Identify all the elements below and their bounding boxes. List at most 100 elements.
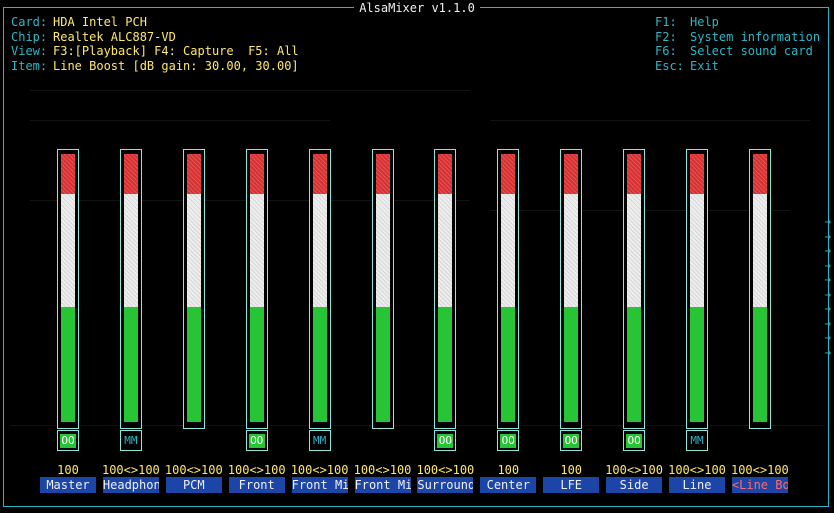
mute-switch[interactable]: OO — [623, 430, 646, 451]
channel-name[interactable]: PCM — [165, 477, 222, 493]
mute-switch[interactable]: MM — [686, 430, 708, 451]
mute-switch-state: MM — [690, 434, 704, 447]
level-white-segment — [375, 194, 390, 307]
volume-slider[interactable] — [434, 149, 457, 429]
volume-value: 100<>100 — [605, 463, 663, 477]
scroll-arrows[interactable]: → → → → → → → → → → — [824, 215, 831, 359]
level-white-segment — [501, 194, 516, 307]
mute-switch-state: OO — [563, 434, 580, 448]
volume-slider[interactable] — [182, 149, 205, 429]
channel-name[interactable]: Front Mi — [354, 477, 411, 493]
volume-slider[interactable] — [497, 149, 520, 429]
level-white-segment — [690, 194, 704, 307]
level-red-segment — [249, 154, 264, 194]
level-red-segment — [61, 154, 75, 194]
card-key: Card: — [11, 15, 48, 29]
level-green-segment — [752, 307, 767, 422]
view-value[interactable]: F3:[Playback] F4: Capture F5: All — [53, 44, 299, 58]
level-red-segment — [690, 154, 704, 194]
level-white-segment — [123, 194, 138, 307]
card-value: HDA Intel PCH — [53, 15, 147, 29]
item-key: Item: — [11, 58, 48, 73]
level-red-segment — [627, 154, 642, 194]
volume-slider[interactable] — [245, 149, 268, 429]
channel-strip[interactable]: MM — [119, 149, 142, 451]
volume-slider[interactable] — [686, 149, 708, 429]
mute-switch-state: OO — [60, 434, 76, 448]
channel-name[interactable]: Front Mi — [291, 477, 348, 493]
level-white-segment — [312, 194, 327, 307]
select-card-action[interactable]: Select sound card — [690, 44, 813, 58]
channel-strip[interactable]: OO — [57, 149, 79, 451]
mute-switch[interactable]: OO — [57, 430, 79, 451]
channel-name[interactable]: Front — [228, 477, 285, 493]
channel-strip[interactable]: OO — [434, 149, 457, 451]
channel-name[interactable]: LFE — [543, 477, 600, 493]
level-white-segment — [61, 194, 75, 307]
level-white-segment — [564, 194, 579, 307]
volume-level — [186, 154, 201, 422]
level-red-segment — [501, 154, 516, 194]
view-key: View: — [11, 44, 48, 58]
mute-switch[interactable]: OO — [560, 430, 583, 451]
channel-name[interactable]: Center — [480, 477, 537, 493]
mute-switch-state: OO — [437, 434, 454, 448]
volume-value: 100 — [497, 463, 520, 477]
volume-level — [61, 154, 75, 422]
level-red-segment — [438, 154, 453, 194]
window-title: AlsaMixer v1.1.0 — [0, 1, 834, 16]
channel-name[interactable]: Line — [669, 477, 725, 493]
volume-slider[interactable] — [748, 149, 771, 429]
mute-switch[interactable]: MM — [308, 430, 331, 451]
channel-name[interactable]: Master — [40, 477, 96, 493]
channel-strip[interactable]: OO — [623, 149, 646, 451]
volume-level — [501, 154, 516, 422]
mute-switch-state: OO — [248, 434, 265, 448]
mute-switch-state: MM — [124, 434, 138, 447]
volume-slider[interactable] — [308, 149, 331, 429]
channel-strip[interactable] — [371, 149, 394, 429]
channel-strip[interactable]: OO — [245, 149, 268, 451]
channel-strip[interactable]: OO — [497, 149, 520, 451]
volume-slider[interactable] — [623, 149, 646, 429]
volume-level — [375, 154, 390, 422]
card-info: Card: HDA Intel PCH Chip: Realtek ALC887-V… — [11, 15, 299, 73]
channel-strip[interactable] — [748, 149, 771, 429]
volume-level — [690, 154, 704, 422]
volume-slider[interactable] — [119, 149, 142, 429]
mute-switch[interactable]: OO — [245, 430, 268, 451]
channel-strip[interactable]: OO — [560, 149, 583, 451]
level-green-segment — [564, 307, 579, 422]
volume-slider[interactable] — [57, 149, 79, 429]
volume-slider[interactable] — [371, 149, 394, 429]
level-white-segment — [438, 194, 453, 307]
mute-switch[interactable]: MM — [119, 430, 142, 451]
sysinfo-action[interactable]: System information — [690, 29, 821, 44]
level-green-segment — [123, 307, 138, 422]
level-green-segment — [61, 307, 75, 422]
channel-name[interactable]: <Line Boo> — [731, 477, 788, 493]
mute-switch-state: MM — [312, 434, 327, 447]
help-action[interactable]: Help — [690, 15, 719, 29]
level-green-segment — [438, 307, 453, 422]
channel-name[interactable]: Headphon — [102, 477, 159, 493]
level-red-segment — [123, 154, 138, 194]
level-white-segment — [752, 194, 767, 307]
level-red-segment — [186, 154, 201, 194]
channel-strip[interactable]: MM — [308, 149, 331, 451]
channel-name[interactable]: Surround — [417, 477, 474, 493]
key-help: F1: Help F2: System information F6: Select … — [655, 15, 820, 73]
chip-value: Realtek ALC887-VD — [53, 29, 176, 44]
channel-strip[interactable]: MM — [686, 149, 708, 451]
channel-strip[interactable] — [182, 149, 205, 429]
channel-name[interactable]: Side — [606, 477, 663, 493]
level-red-segment — [564, 154, 579, 194]
level-white-segment — [186, 194, 201, 307]
volume-value: 100<>100 — [730, 463, 789, 477]
mute-switch[interactable]: OO — [434, 430, 457, 451]
mute-switch[interactable]: OO — [497, 430, 520, 451]
exit-action[interactable]: Exit — [690, 58, 719, 73]
volume-slider[interactable] — [560, 149, 583, 429]
level-green-segment — [312, 307, 327, 422]
level-red-segment — [375, 154, 390, 194]
